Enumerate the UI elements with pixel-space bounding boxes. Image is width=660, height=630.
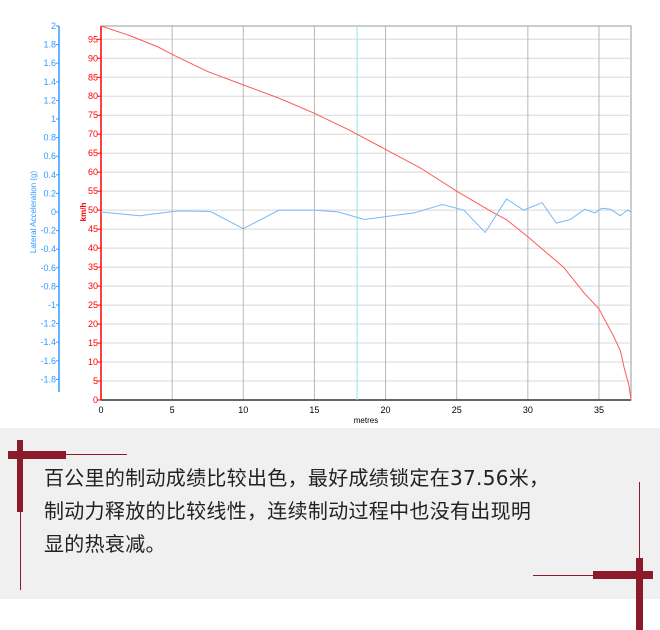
left-axis-tick-label: -1 [48, 300, 56, 310]
right-axis-tick-label: 55 [88, 186, 98, 196]
caption-text: 百公里的制动成绩比较出色，最好成绩锁定在37.56米， 制动力释放的比较线性，连… [44, 462, 634, 561]
left-axis-tick-label: 1.8 [43, 40, 56, 50]
right-axis-tick-label: 40 [88, 243, 98, 253]
right-axis-tick-label: 90 [88, 53, 98, 63]
left-axis-tick-label: 0 [51, 207, 56, 217]
left-axis-tick-label: -1.8 [40, 374, 56, 384]
right-axis-tick-label: 25 [88, 300, 98, 310]
corner-decoration-top-left-thin-h [66, 454, 127, 455]
left-axis-tick-label: 0.8 [43, 133, 56, 143]
corner-decoration-bottom-right-vertical [636, 558, 643, 630]
caption-panel [0, 428, 660, 599]
corner-decoration-bottom-right-horizontal [593, 571, 653, 579]
left-axis-tick-label: -0.8 [40, 281, 56, 291]
plot-area [100, 25, 632, 401]
x-axis-tick-label: 5 [170, 405, 175, 415]
right-axis-label: km/h [79, 203, 88, 222]
left-axis-tick-label: -0.4 [40, 244, 56, 254]
left-axis-tick-label: -1.6 [40, 356, 56, 366]
corner-decoration-bottom-right-thin-v [639, 482, 640, 558]
right-axis-tick-label: 80 [88, 91, 98, 101]
lateral-acceleration-series-line [100, 198, 632, 234]
left-axis-tick-label: 1.2 [43, 95, 56, 105]
right-axis-tick-label: 85 [88, 72, 98, 82]
caption-line-1: 百公里的制动成绩比较出色，最好成绩锁定在37.56米， [44, 466, 550, 490]
left-axis-tick-label: -1.2 [40, 319, 56, 329]
left-axis-tick-label: 1 [51, 114, 56, 124]
right-axis-tick-label: 20 [88, 319, 98, 329]
right-axis-tick-label: 15 [88, 338, 98, 348]
left-axis-tick-label: -0.6 [40, 263, 56, 273]
left-axis-tick-label: 1.6 [43, 58, 56, 68]
x-axis-tick-label: 10 [238, 405, 248, 415]
right-axis-tick-label: 95 [88, 34, 98, 44]
x-axis-tick-label: 20 [381, 405, 391, 415]
right-axis-tick-label: 65 [88, 148, 98, 158]
left-axis-tick-label: 0.4 [43, 170, 56, 180]
x-axis-tick-label: 35 [594, 405, 604, 415]
x-axis-tick-label: 25 [452, 405, 462, 415]
right-axis-tick-label: 35 [88, 262, 98, 272]
speed-series-line [100, 25, 632, 401]
right-axis-tick-label: 50 [88, 205, 98, 215]
corner-decoration-bottom-right-thin-h [533, 575, 593, 576]
caption-line-2: 制动力释放的比较线性，连续制动过程中也没有出现明 [44, 499, 532, 523]
corner-decoration-top-left-horizontal [8, 451, 66, 459]
left-axis-tick-label: 0.6 [43, 151, 56, 161]
left-axis-label: Lateral Acceleration (g) [29, 171, 38, 254]
x-axis-tick-label: 15 [309, 405, 319, 415]
right-axis-tick-label: 30 [88, 281, 98, 291]
x-axis-tick-label: 30 [523, 405, 533, 415]
caption-line-3: 显的热衰减。 [44, 532, 166, 556]
right-axis-tick-label: 5 [93, 376, 98, 386]
right-axis-tick-label: 0 [93, 395, 98, 405]
left-axis-tick-label: 1.4 [43, 77, 56, 87]
x-axis-label: metres [354, 416, 378, 425]
right-axis-tick-label: 70 [88, 129, 98, 139]
right-axis-tick-label: 10 [88, 357, 98, 367]
left-axis-tick-label: 0.2 [43, 188, 56, 198]
left-axis-tick-label: -0.2 [40, 226, 56, 236]
left-axis-tick-label: -1.4 [40, 337, 56, 347]
right-axis-tick-label: 60 [88, 167, 98, 177]
corner-decoration-top-left-vertical [17, 440, 23, 512]
x-axis-tick-label: 0 [98, 405, 103, 415]
right-axis-tick-label: 45 [88, 224, 98, 234]
right-axis-tick-label: 75 [88, 110, 98, 120]
left-axis-tick-label: 2 [51, 21, 56, 31]
corner-decoration-top-left-thin-v [20, 512, 21, 590]
